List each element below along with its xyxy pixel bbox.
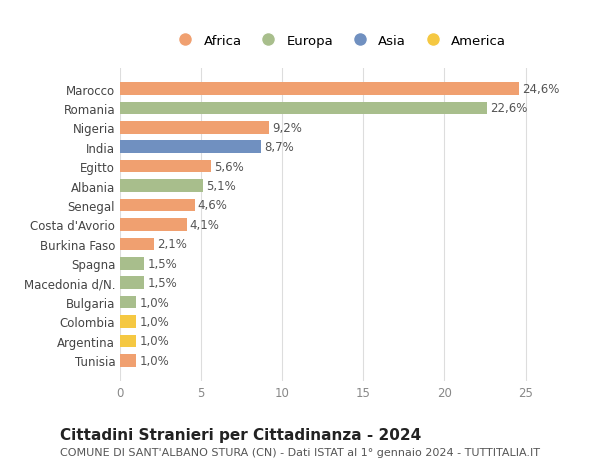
Bar <box>120 354 136 367</box>
Text: 22,6%: 22,6% <box>490 102 527 115</box>
Bar <box>120 199 194 212</box>
Text: 1,0%: 1,0% <box>139 315 169 328</box>
Text: 4,6%: 4,6% <box>198 199 228 212</box>
Bar <box>120 315 136 328</box>
Bar <box>120 218 187 231</box>
Text: Cittadini Stranieri per Cittadinanza - 2024: Cittadini Stranieri per Cittadinanza - 2… <box>60 427 421 442</box>
Bar <box>120 335 136 347</box>
Text: 2,1%: 2,1% <box>157 238 187 251</box>
Bar <box>120 122 269 134</box>
Text: 5,6%: 5,6% <box>214 160 244 174</box>
Bar <box>120 296 136 309</box>
Text: 1,0%: 1,0% <box>139 296 169 309</box>
Bar <box>120 277 145 289</box>
Text: 1,5%: 1,5% <box>148 257 178 270</box>
Text: 5,1%: 5,1% <box>206 179 236 193</box>
Bar <box>120 238 154 251</box>
Text: 8,7%: 8,7% <box>265 141 294 154</box>
Bar <box>120 257 145 270</box>
Bar <box>120 83 519 95</box>
Legend: Africa, Europa, Asia, America: Africa, Europa, Asia, America <box>172 35 506 48</box>
Text: 1,5%: 1,5% <box>148 276 178 290</box>
Bar <box>120 141 261 154</box>
Text: 9,2%: 9,2% <box>272 122 302 134</box>
Bar <box>120 102 487 115</box>
Bar <box>120 161 211 173</box>
Text: COMUNE DI SANT'ALBANO STURA (CN) - Dati ISTAT al 1° gennaio 2024 - TUTTITALIA.IT: COMUNE DI SANT'ALBANO STURA (CN) - Dati … <box>60 448 540 458</box>
Text: 1,0%: 1,0% <box>139 335 169 347</box>
Text: 1,0%: 1,0% <box>139 354 169 367</box>
Text: 4,1%: 4,1% <box>190 218 220 231</box>
Bar <box>120 180 203 192</box>
Text: 24,6%: 24,6% <box>523 83 560 96</box>
